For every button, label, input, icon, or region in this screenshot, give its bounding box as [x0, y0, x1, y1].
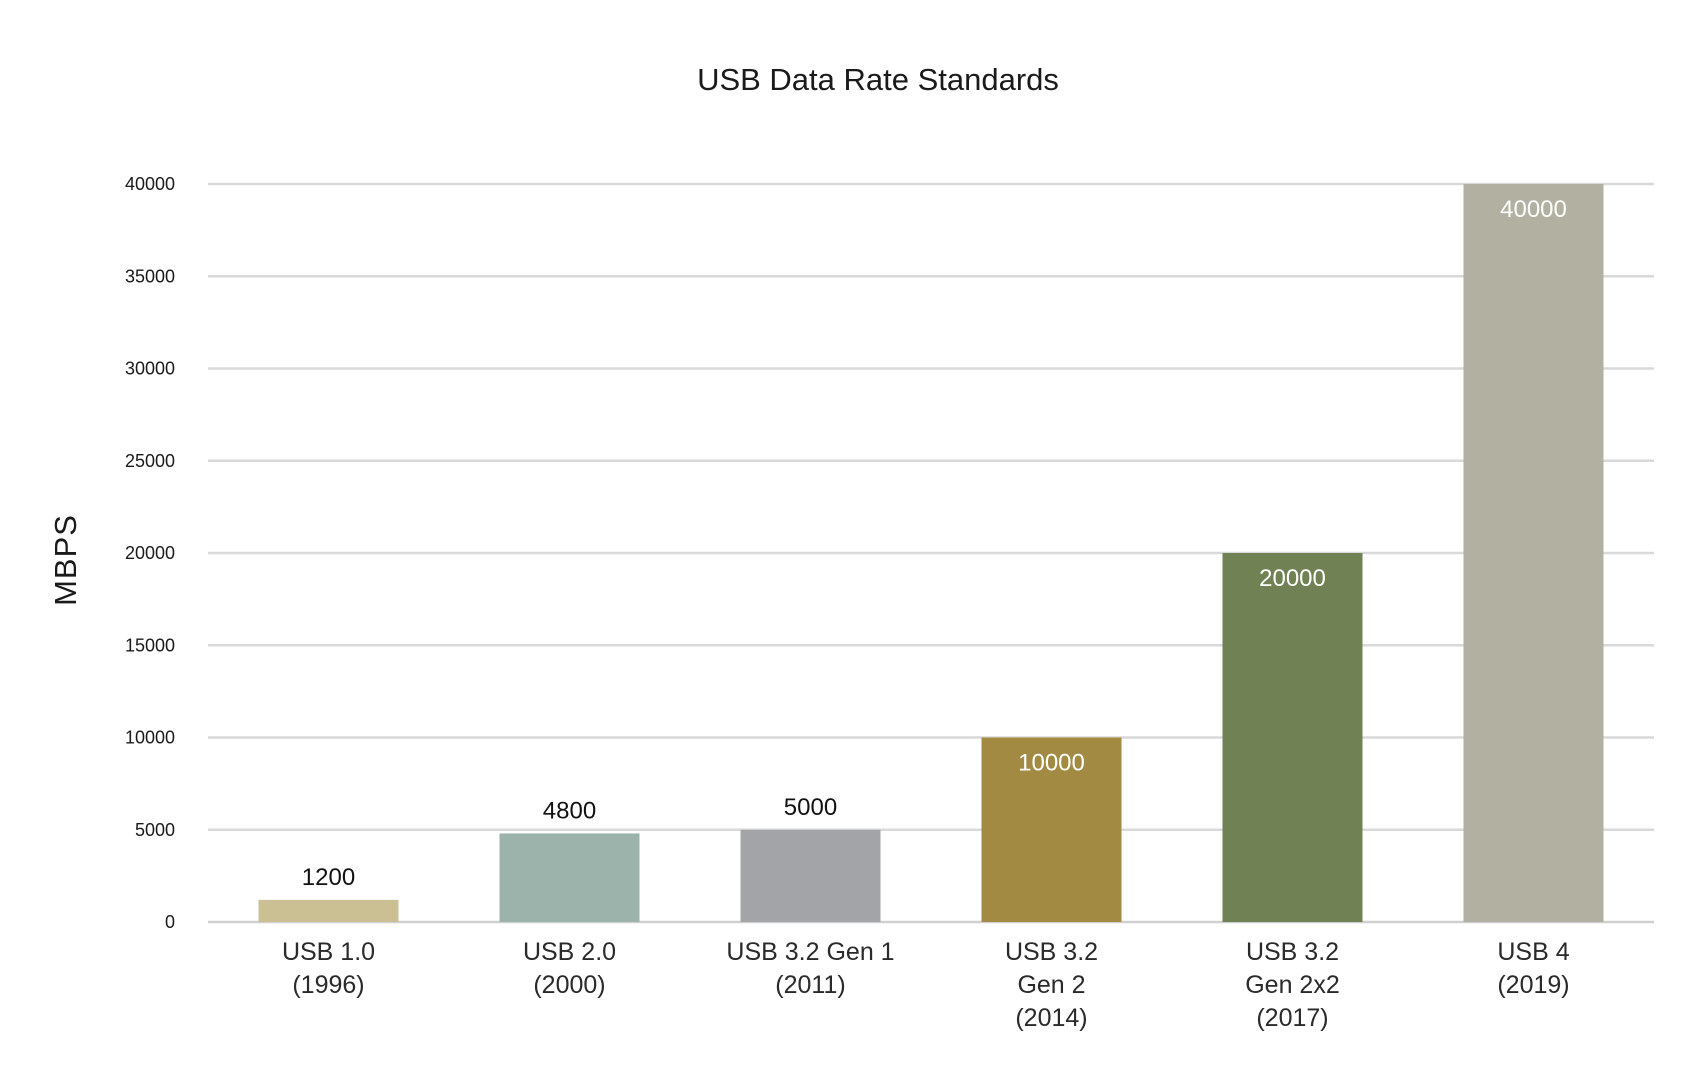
bar	[1222, 553, 1363, 922]
bars	[258, 184, 1604, 922]
x-category-label-line: (2014)	[1015, 1004, 1087, 1032]
data-label: 20000	[1259, 565, 1326, 592]
data-label: 1200	[302, 864, 355, 891]
y-tick-label: 40000	[125, 174, 175, 194]
x-category-label: USB 3.2 Gen 2 (2014)	[1005, 938, 1098, 1032]
x-category-label-line: USB 3.2	[1246, 938, 1339, 966]
x-category-label: USB 3.2 Gen 2x2 (2017)	[1245, 938, 1340, 1032]
bar	[1463, 184, 1604, 922]
x-category-label: USB 1.0 (1996)	[282, 938, 375, 999]
bar	[258, 899, 399, 922]
x-category-label: USB 2.0 (2000)	[523, 938, 616, 999]
x-category-label-line: (2000)	[533, 971, 605, 999]
category-labels: USB 1.0 (1996) USB 2.0 (2000) USB 3.2 Gen 1 (…	[282, 938, 1570, 1032]
y-tick-label: 5000	[135, 820, 175, 840]
y-tick-label: 20000	[125, 543, 175, 563]
x-category-label-line: USB 4	[1497, 938, 1569, 966]
gridlines	[208, 182, 1654, 924]
x-category-label-line: USB 1.0	[282, 938, 375, 966]
bar	[981, 737, 1122, 922]
x-category-label-line: (2019)	[1497, 971, 1569, 999]
y-tick-label: 30000	[125, 359, 175, 379]
data-labels: 1200 4800 5000 10000 20000 40000	[302, 196, 1567, 891]
chart-title: USB Data Rate Standards	[697, 62, 1059, 97]
x-category-label-line: Gen 2	[1017, 971, 1085, 999]
x-category-label: USB 3.2 Gen 1 (2011)	[726, 938, 894, 999]
x-category-label: USB 4 (2019)	[1497, 938, 1569, 999]
y-tick-label: 10000	[125, 728, 175, 748]
x-category-label-line: (1996)	[292, 971, 364, 999]
bar	[740, 829, 881, 922]
y-axis-label: MBPS	[48, 514, 83, 606]
data-label: 5000	[784, 794, 837, 821]
y-tick-label: 15000	[125, 635, 175, 655]
x-category-label-line: Gen 2x2	[1245, 971, 1340, 999]
data-label: 10000	[1018, 750, 1085, 777]
y-tick-label: 0	[165, 912, 175, 932]
y-tick-labels: 0 5000 10000 15000 20000 25000 30000 35000 40000	[125, 174, 175, 932]
data-label: 4800	[543, 797, 596, 824]
y-tick-label: 25000	[125, 451, 175, 471]
x-category-label-line: USB 3.2	[1005, 938, 1098, 966]
x-category-label-line: USB 3.2 Gen 1	[726, 938, 894, 966]
x-category-label-line: (2017)	[1256, 1004, 1328, 1032]
data-label: 40000	[1500, 196, 1567, 223]
x-category-label-line: (2011)	[775, 971, 845, 999]
bar	[499, 833, 640, 922]
x-category-label-line: USB 2.0	[523, 938, 616, 966]
y-tick-label: 35000	[125, 266, 175, 286]
